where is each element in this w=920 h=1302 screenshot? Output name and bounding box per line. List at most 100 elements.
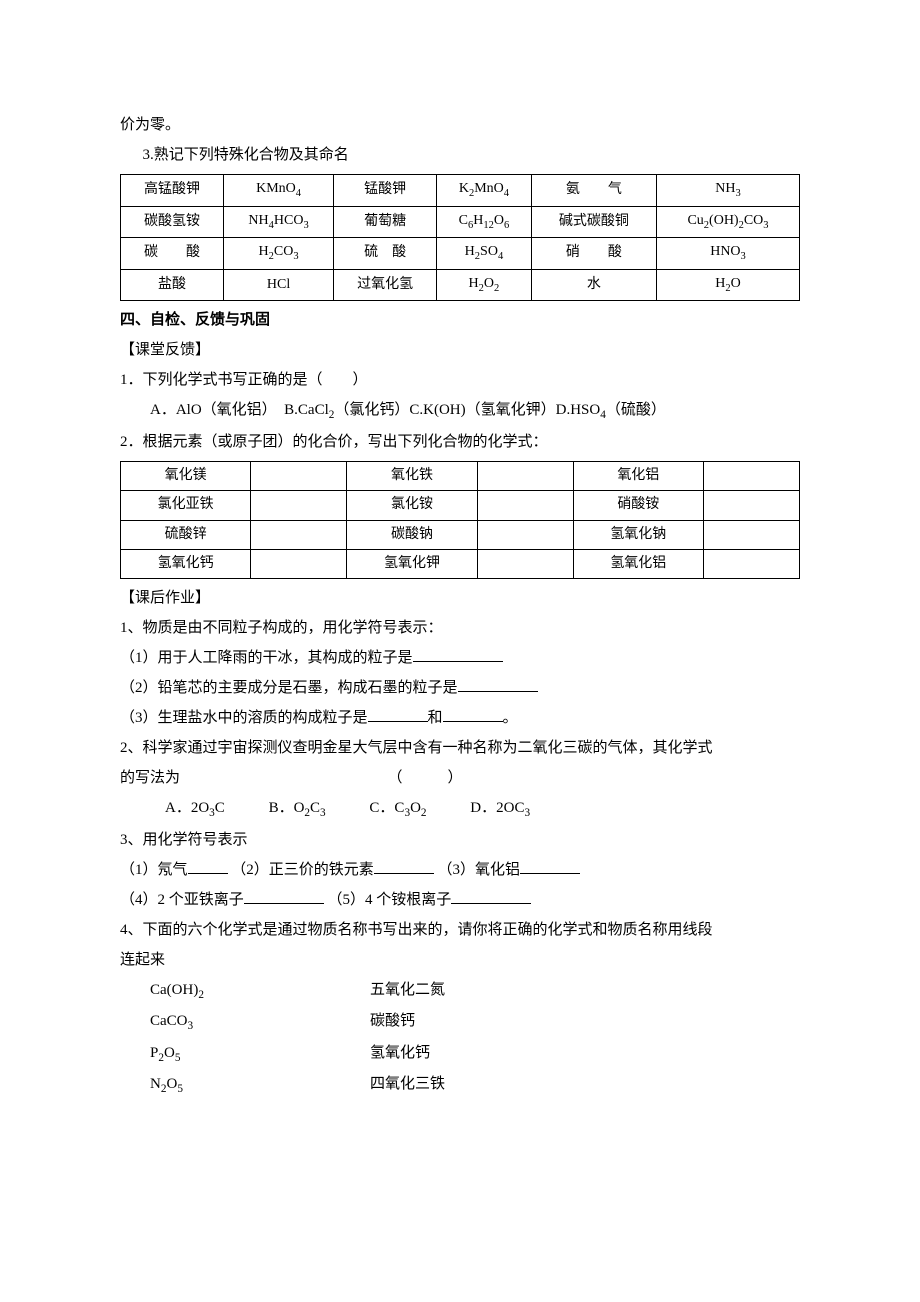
hw1-p2: （2）铅笔芯的主要成分是石墨，构成石墨的粒子是 <box>120 673 800 703</box>
table-cell <box>477 491 573 520</box>
table-cell: 高锰酸钾 <box>121 175 224 207</box>
table-cell: H2CO3 <box>224 238 334 270</box>
table-cell: 氢氧化铝 <box>573 550 703 579</box>
table-cell: H2O2 <box>437 269 532 301</box>
table-cell: 碳酸钠 <box>347 520 477 549</box>
table-cell: 氨 气 <box>531 175 656 207</box>
table-cell: 硝酸铵 <box>573 491 703 520</box>
match-left: Ca(OH)2 <box>120 975 250 1007</box>
blank <box>520 859 580 874</box>
hw3-p2: （2）正三价的铁元素 <box>231 862 374 878</box>
hw3-p3: （3）氧化铝 <box>438 862 521 878</box>
hw1-stem: 1、物质是由不同粒子构成的，用化学符号表示： <box>120 613 800 643</box>
table-cell: H2SO4 <box>437 238 532 270</box>
table-cell <box>251 520 347 549</box>
match-list: Ca(OH)2五氧化二氮CaCO3碳酸钙P2O5氢氧化钙N2O5四氧化三铁 <box>120 975 800 1101</box>
q2-stem: 2．根据元素（或原子团）的化合价，写出下列化合物的化学式： <box>120 427 800 457</box>
table-cell: Cu2(OH)2CO3 <box>657 206 800 238</box>
hw1-p3-text-c: 。 <box>503 710 518 726</box>
table-cell: NH3 <box>657 175 800 207</box>
hw2-stem-line2: 的写法为 （ ） <box>120 763 800 793</box>
match-left: P2O5 <box>120 1038 250 1070</box>
table-cell <box>251 491 347 520</box>
match-row: P2O5氢氧化钙 <box>120 1038 800 1070</box>
match-right: 五氧化二氮 <box>250 975 800 1007</box>
hw1-p3-text-a: （3）生理盐水中的溶质的构成粒子是 <box>120 710 368 726</box>
hw2-choice-c: C．C3O2 <box>369 793 426 825</box>
table-cell <box>703 491 799 520</box>
hw2-stem2-text: 的写法为 <box>120 770 180 786</box>
blank <box>443 707 503 722</box>
hw1-p1: （1）用于人工降雨的干冰，其构成的粒子是 <box>120 643 800 673</box>
match-row: N2O5四氧化三铁 <box>120 1069 800 1101</box>
compound-table: 高锰酸钾KMnO4锰酸钾K2MnO4氨 气NH3 碳酸氢铵NH4HCO3葡萄糖C6… <box>120 174 800 301</box>
table-cell: 碳酸氢铵 <box>121 206 224 238</box>
table-cell <box>703 550 799 579</box>
match-right: 氢氧化钙 <box>250 1038 800 1070</box>
match-right: 四氧化三铁 <box>250 1069 800 1101</box>
table-cell: H2O <box>657 269 800 301</box>
hw3-line2: （4）2 个亚铁离子 （5）4 个铵根离子 <box>120 885 800 915</box>
table-cell <box>703 461 799 490</box>
table-cell: 硝 酸 <box>531 238 656 270</box>
table-cell: NH4HCO3 <box>224 206 334 238</box>
table-cell: 氢氧化钠 <box>573 520 703 549</box>
match-left: N2O5 <box>120 1069 250 1101</box>
table-cell <box>703 520 799 549</box>
match-row: CaCO3碳酸钙 <box>120 1006 800 1038</box>
blank <box>244 889 324 904</box>
q1-stem: 1．下列化学式书写正确的是（ ） <box>120 365 800 395</box>
blank <box>451 889 531 904</box>
table-cell: HNO3 <box>657 238 800 270</box>
table-cell <box>477 550 573 579</box>
table-cell <box>251 461 347 490</box>
table-cell: KMnO4 <box>224 175 334 207</box>
intro-line-2: 3.熟记下列特殊化合物及其命名 <box>120 140 800 170</box>
table-cell: 硫酸锌 <box>121 520 251 549</box>
hw3-stem: 3、用化学符号表示 <box>120 825 800 855</box>
table-cell: 碱式碳酸铜 <box>531 206 656 238</box>
table-cell: 水 <box>531 269 656 301</box>
match-right: 碳酸钙 <box>250 1006 800 1038</box>
table-cell: K2MnO4 <box>437 175 532 207</box>
hw4-stem-line2: 连起来 <box>120 945 800 975</box>
table-cell: 碳 酸 <box>121 238 224 270</box>
intro-line-1: 价为零。 <box>120 110 800 140</box>
homework-heading: 【课后作业】 <box>120 583 800 613</box>
table-cell <box>477 520 573 549</box>
table-cell: 氢氧化钙 <box>121 550 251 579</box>
table-cell: 氯化铵 <box>347 491 477 520</box>
hw1-p3: （3）生理盐水中的溶质的构成粒子是 和 。 <box>120 703 800 733</box>
table-cell: 锰酸钾 <box>334 175 437 207</box>
formula-table: 氧化镁氧化铁氧化铝氯化亚铁氯化铵硝酸铵硫酸锌碳酸钠氢氧化钠氢氧化钙氢氧化钾氢氧化… <box>120 461 800 580</box>
hw1-p1-text: （1）用于人工降雨的干冰，其构成的粒子是 <box>120 650 413 666</box>
blank <box>374 859 434 874</box>
hw1-p3-text-b: 和 <box>428 710 443 726</box>
table-cell: 氧化铝 <box>573 461 703 490</box>
hw2-choices: A．2O3C B．O2C3 C．C3O2 D．2OC3 <box>120 793 800 825</box>
hw2-choice-d: D．2OC3 <box>470 793 530 825</box>
hw3-line1: （1）氖气 （2）正三价的铁元素 （3）氧化铝 <box>120 855 800 885</box>
table-cell: 葡萄糖 <box>334 206 437 238</box>
table-cell: C6H12O6 <box>437 206 532 238</box>
hw3-p1: （1）氖气 <box>120 862 188 878</box>
table-cell <box>251 550 347 579</box>
table-cell: 氧化镁 <box>121 461 251 490</box>
feedback-heading: 【课堂反馈】 <box>120 335 800 365</box>
match-left: CaCO3 <box>120 1006 250 1038</box>
match-row: Ca(OH)2五氧化二氮 <box>120 975 800 1007</box>
blank <box>368 707 428 722</box>
blank <box>188 859 228 874</box>
hw1-p2-text: （2）铅笔芯的主要成分是石墨，构成石墨的粒子是 <box>120 680 458 696</box>
hw2-choice-b: B．O2C3 <box>269 793 326 825</box>
hw2-paren: （ ） <box>388 770 463 786</box>
hw3-p4: （4）2 个亚铁离子 <box>120 892 244 908</box>
table-cell: 氯化亚铁 <box>121 491 251 520</box>
table-cell: HCl <box>224 269 334 301</box>
table-cell <box>477 461 573 490</box>
table-cell: 过氧化氢 <box>334 269 437 301</box>
hw2-choice-a: A．2O3C <box>165 793 225 825</box>
hw2-stem-line1: 2、科学家通过宇宙探测仪查明金星大气层中含有一种名称为二氧化三碳的气体，其化学式 <box>120 733 800 763</box>
table-cell: 硫 酸 <box>334 238 437 270</box>
table-cell: 氧化铁 <box>347 461 477 490</box>
